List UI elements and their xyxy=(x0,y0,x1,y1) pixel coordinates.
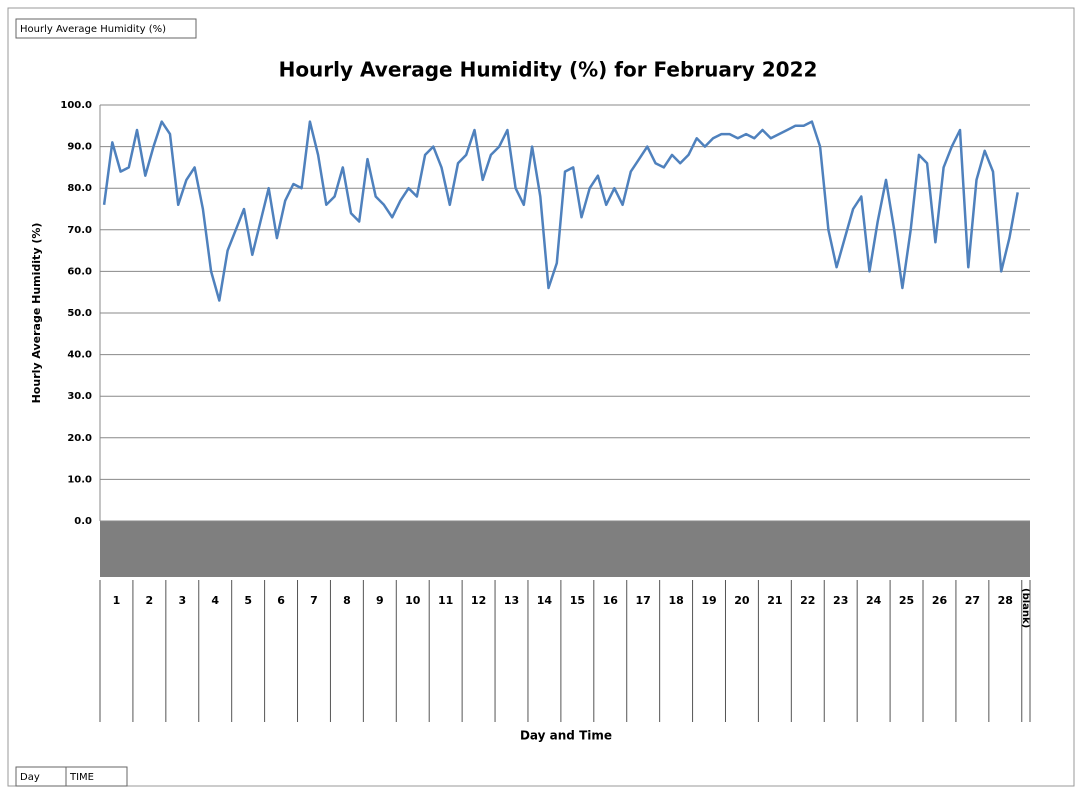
group-label: 11 xyxy=(438,594,453,607)
y-tick-label: 80.0 xyxy=(67,183,92,194)
group-label: 6 xyxy=(277,594,285,607)
y-tick-label: 60.0 xyxy=(67,266,92,277)
group-label: 27 xyxy=(965,594,980,607)
group-label: 26 xyxy=(932,594,948,607)
row-button-label[interactable]: TIME xyxy=(69,772,94,783)
y-tick-label: 30.0 xyxy=(67,391,92,402)
y-tick-label: 50.0 xyxy=(67,308,92,319)
chart-title: Hourly Average Humidity (%) for February… xyxy=(279,58,818,82)
group-label: 12 xyxy=(471,594,486,607)
group-label: 15 xyxy=(570,594,585,607)
group-label: 16 xyxy=(603,594,619,607)
y-tick-label: 100.0 xyxy=(60,100,92,111)
group-label: 2 xyxy=(146,594,154,607)
group-label: 8 xyxy=(343,594,351,607)
y-tick-label: 90.0 xyxy=(67,142,92,153)
group-label: 24 xyxy=(866,594,882,607)
group-label: 7 xyxy=(310,594,318,607)
data-line xyxy=(102,120,1019,302)
x-axis-label: Day and Time xyxy=(520,729,612,743)
group-label: (blank) xyxy=(1020,588,1031,628)
group-label: 3 xyxy=(178,594,186,607)
group-label: 28 xyxy=(998,594,1013,607)
group-label: 19 xyxy=(701,594,716,607)
y-tick-label: 40.0 xyxy=(67,350,92,361)
group-label: 5 xyxy=(244,594,252,607)
y-tick-label: 0.0 xyxy=(74,516,92,527)
group-label: 22 xyxy=(800,594,815,607)
group-label: 20 xyxy=(734,594,750,607)
y-axis-label: Hourly Average Humidity (%) xyxy=(30,223,43,404)
group-label: 14 xyxy=(537,594,553,607)
group-label: 13 xyxy=(504,594,519,607)
group-label: 10 xyxy=(405,594,421,607)
group-label: 1 xyxy=(113,594,121,607)
y-tick-label: 70.0 xyxy=(67,225,92,236)
time-label-band xyxy=(100,521,1030,577)
chart-border xyxy=(7,7,1075,787)
group-label: 9 xyxy=(376,594,384,607)
y-tick-label: 20.0 xyxy=(67,433,92,444)
y-tick-label: 10.0 xyxy=(67,474,92,485)
group-label: 17 xyxy=(636,594,651,607)
field-button-label[interactable]: Hourly Average Humidity (%) xyxy=(20,24,166,35)
group-label: 25 xyxy=(899,594,914,607)
field-button[interactable] xyxy=(15,18,197,39)
row-buttons[interactable] xyxy=(15,766,128,787)
group-label: 23 xyxy=(833,594,848,607)
group-label: 4 xyxy=(211,594,219,607)
group-label: 21 xyxy=(767,594,782,607)
row-button-label[interactable]: Day xyxy=(20,772,40,783)
group-label: 18 xyxy=(668,594,683,607)
